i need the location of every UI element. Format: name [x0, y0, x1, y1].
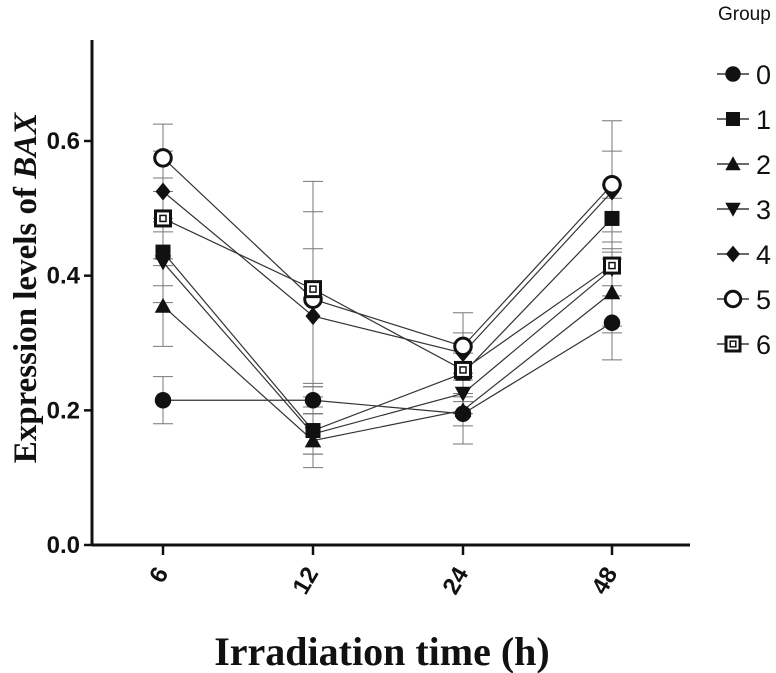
legend-marker-2: [725, 156, 741, 171]
data-point-group-5: [602, 175, 622, 195]
legend-item-0: 0: [717, 60, 771, 90]
y-axis-title-prefix: Expression levels of: [8, 179, 44, 463]
axes-layer: 0.0 0.2 0.4 0.6 6 12 24 48: [47, 40, 690, 599]
legend-marker-1: [726, 112, 740, 126]
series-line-2: [162, 292, 613, 442]
data-point-group-5: [153, 148, 173, 168]
legend-marker-5: [723, 289, 743, 309]
x-tick-label: 24: [437, 562, 474, 599]
x-tick-label: 12: [287, 563, 324, 600]
legend-item-6: 6: [717, 330, 771, 360]
legend-item-3: 3: [717, 195, 771, 225]
data-point-group-2: [154, 297, 172, 313]
y-tick-label: 0.6: [47, 128, 80, 155]
x-tick-label: 6: [144, 563, 174, 588]
legend-marker-0: [725, 66, 741, 82]
data-point-group-6: [304, 280, 322, 299]
data-point-group-5: [453, 336, 473, 357]
legend-title: Group: [718, 4, 771, 25]
legend-marker-4: [726, 245, 740, 263]
legend: Group 0 1 2 3 4 5 6: [717, 4, 771, 360]
legend-label: 1: [756, 105, 771, 135]
series-line-0: [163, 322, 613, 415]
data-point-group-2: [603, 284, 621, 300]
data-point-group-3: [304, 427, 322, 443]
data-point-group-4: [155, 182, 171, 201]
legend-item-5: 5: [717, 285, 771, 315]
data-point-group-6: [603, 256, 621, 275]
series-line-5: [162, 157, 613, 348]
data-point-group-6: [154, 209, 172, 228]
data-point-group-3: [454, 386, 472, 402]
legend-label: 5: [756, 285, 771, 315]
x-tick-label: 48: [586, 563, 623, 600]
data-point-group-4: [305, 307, 321, 326]
series-layer: [153, 120, 622, 469]
x-axis-title: Irradiation time (h): [214, 629, 550, 673]
legend-label: 3: [756, 195, 771, 225]
legend-item-2: 2: [717, 150, 771, 180]
series-line-1: [162, 218, 613, 432]
data-point-group-6: [454, 360, 472, 379]
data-point-group-0: [154, 391, 172, 409]
data-point-group-0: [304, 391, 322, 409]
y-tick-label: 0.2: [47, 397, 80, 424]
y-tick-label: 0.4: [47, 263, 81, 290]
legend-label: 0: [756, 60, 771, 90]
y-axis-title-gene: BAX: [8, 112, 44, 180]
legend-marker-3: [725, 202, 741, 217]
y-axis-title: Expression levels of BAX: [8, 112, 44, 464]
y-tick-label: 0.0: [47, 532, 80, 559]
legend-label: 2: [756, 150, 771, 180]
legend-marker-6: [724, 335, 742, 353]
data-point-group-2: [454, 402, 472, 418]
series-line-3: [162, 261, 613, 435]
legend-label: 6: [756, 330, 771, 360]
data-point-group-1: [604, 210, 620, 226]
legend-item-1: 1: [717, 105, 771, 135]
legend-label: 4: [756, 240, 771, 270]
series-line-6: [162, 217, 613, 371]
legend-item-4: 4: [717, 240, 771, 270]
data-point-group-0: [603, 314, 621, 332]
data-point-group-3: [154, 255, 172, 271]
